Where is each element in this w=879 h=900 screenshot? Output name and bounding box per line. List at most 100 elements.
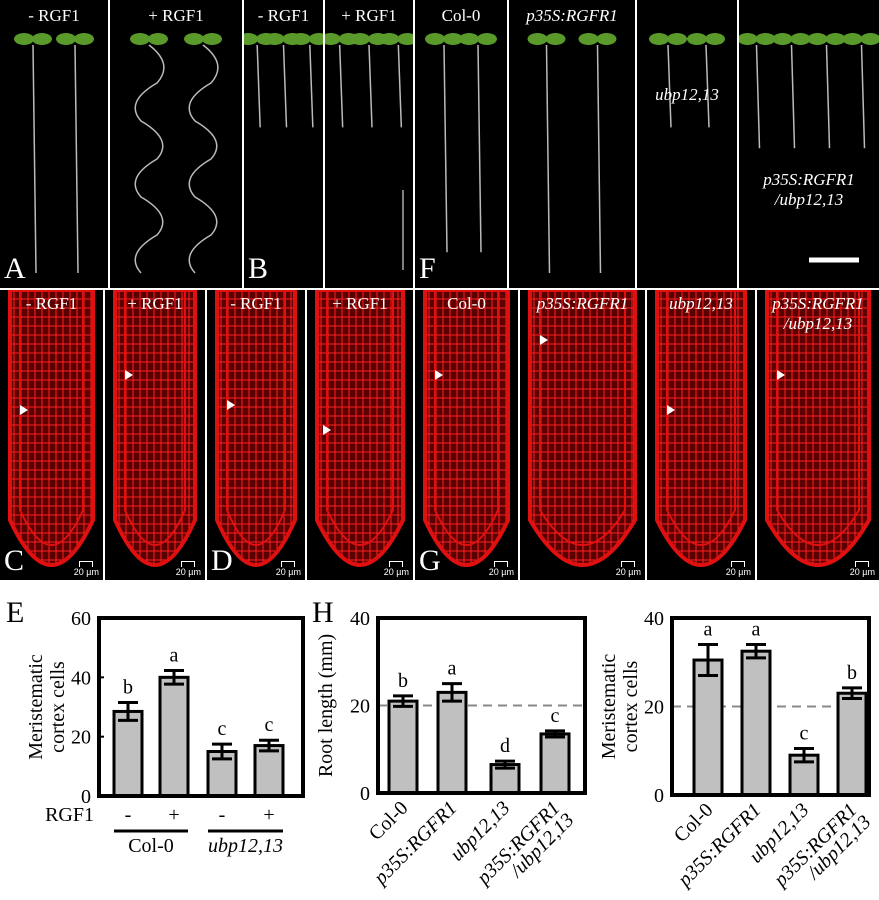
bar	[436, 690, 468, 795]
error-bar	[746, 643, 766, 660]
bar	[387, 699, 419, 795]
rgf1-treatment-label: -	[219, 804, 226, 826]
scale-bar-label: 20 µm	[175, 567, 201, 577]
scale-bar-label: 20 µm	[383, 567, 409, 577]
y-axis-label: cortex cells	[620, 660, 642, 752]
root-tip-panel: + RGF1 20 µm	[307, 290, 413, 580]
y-axis-label: Meristematic	[25, 654, 47, 760]
scale-bar-line	[181, 561, 196, 567]
significance-letter: a	[704, 619, 713, 641]
panel-label: p35S:RGFR1/ubp12,13	[757, 294, 879, 334]
rgf1-treatment-label: +	[168, 804, 179, 826]
root-tip-panel: + RGF1 20 µm	[105, 290, 205, 580]
significance-letter: d	[500, 735, 510, 757]
panel-label-line2: /ubp12,13	[783, 314, 853, 333]
meristem-boundary-arrow-icon	[20, 405, 28, 415]
seedling-photo-panel: ubp12,13	[637, 0, 737, 288]
scale-bar: 20 µm	[74, 561, 99, 577]
scale-bar-label: 20 µm	[275, 567, 301, 577]
scale-bar: 20 µm	[176, 561, 201, 577]
significance-letter: c	[800, 723, 809, 745]
panel-letter: G	[419, 544, 441, 577]
significance-letter: b	[398, 670, 408, 692]
error-bar	[118, 701, 138, 722]
significance-letter: b	[847, 662, 857, 684]
meristem-boundary-arrow-icon	[435, 370, 443, 380]
bar	[112, 709, 144, 798]
y-tick-label: 20	[71, 727, 91, 749]
bar	[836, 691, 868, 797]
significance-letter: c	[551, 705, 560, 727]
panel-label: - RGF1	[28, 6, 80, 25]
error-bar	[698, 643, 718, 678]
scale-bar-line	[494, 561, 509, 567]
meristem-boundary-arrow-icon	[777, 370, 785, 380]
y-tick-label: 60	[71, 608, 91, 630]
y-tick-label: 0	[360, 783, 370, 805]
y-tick-label: 0	[81, 786, 91, 808]
scale-bar-line	[389, 561, 404, 567]
scale-bar-line	[621, 561, 636, 567]
panel-label: - RGF1	[257, 6, 310, 25]
error-bar	[164, 669, 184, 686]
panel-label: - RGF1	[25, 294, 78, 313]
scale-bar: 20 µm	[616, 561, 641, 577]
scale-bar-line	[855, 561, 870, 567]
group-label: ubp12,13	[208, 835, 283, 857]
panel-label-line1: p35S:RGFR1	[763, 170, 855, 189]
significance-letter: c	[218, 718, 227, 740]
panel-label: Col-0	[441, 6, 481, 25]
group-label: Col-0	[128, 835, 174, 857]
root-tip-panel: - RGF1 C 20 µm	[0, 290, 103, 580]
y-axis-label: cortex cells	[47, 661, 69, 753]
bar	[253, 744, 285, 798]
panel-label: ubp12,13	[669, 294, 733, 313]
plot-frame	[670, 616, 871, 797]
root-tip-panel: ubp12,13 20 µm	[647, 290, 755, 580]
scale-bar-label: 20 µm	[615, 567, 641, 577]
panel-label: p35S:RGFR1	[526, 6, 618, 25]
scale-bar-line	[79, 561, 94, 567]
panel-letter: D	[211, 544, 233, 577]
scale-bar-line	[731, 561, 746, 567]
root-tip-panel: - RGF1 D 20 µm	[207, 290, 305, 580]
root-tip-panel: Col-0 G 20 µm	[415, 290, 518, 580]
scale-bar: 20 µm	[850, 561, 875, 577]
scale-bar-label: 20 µm	[488, 567, 514, 577]
panel-letter: F	[419, 252, 436, 285]
scale-bar: 20 µm	[384, 561, 409, 577]
y-tick-label: 20	[644, 697, 664, 719]
significance-letter: a	[752, 619, 761, 641]
seedling-photo-panel: p35S:RGFR1	[509, 0, 635, 288]
bar	[539, 732, 571, 795]
y-axis-label: Meristematic	[598, 654, 620, 760]
panel-label: ubp12,13	[655, 85, 719, 104]
significance-letter: b	[123, 677, 133, 699]
scale-bar: 20 µm	[276, 561, 301, 577]
panel-label: p35S:RGFR1/ubp12,13	[739, 170, 879, 210]
meristem-boundary-arrow-icon	[667, 405, 675, 415]
rgf1-treatment-label: -	[125, 804, 132, 826]
y-tick-label: 40	[71, 667, 91, 689]
y-tick-label: 40	[644, 608, 664, 630]
plot-frame	[97, 616, 305, 798]
panel-label: p35S:RGFR1	[536, 294, 629, 313]
seedling-photo-panel: - RGF1 B	[244, 0, 323, 288]
bar	[740, 649, 772, 797]
y-tick-label: 40	[350, 608, 370, 630]
error-bar	[545, 729, 565, 739]
panel-letter: H	[312, 596, 334, 629]
scale-bar: 20 µm	[489, 561, 514, 577]
y-axis-label: Root length (mm)	[315, 634, 337, 777]
scale-bar-label: 20 µm	[725, 567, 751, 577]
panel-label-line2: /ubp12,13	[774, 190, 844, 209]
rgf1-row-label: RGF1	[45, 804, 94, 826]
scale-bar-label: 20 µm	[849, 567, 875, 577]
bar	[692, 658, 724, 797]
seedling-photo-panel: + RGF1	[325, 0, 413, 288]
rgf1-treatment-label: +	[263, 804, 274, 826]
y-tick-label: 0	[654, 785, 664, 807]
panel-letter: B	[248, 252, 269, 285]
scale-bar: 20 µm	[726, 561, 751, 577]
